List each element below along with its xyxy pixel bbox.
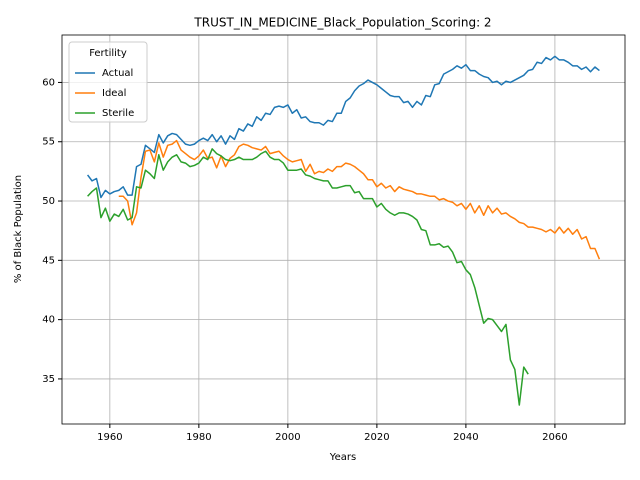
x-tick-label: 2060 bbox=[542, 432, 567, 443]
y-axis-label: % of Black Population bbox=[13, 175, 24, 283]
y-tick-label: 55 bbox=[42, 137, 55, 148]
x-tick-label: 1960 bbox=[97, 432, 122, 443]
plot-frame bbox=[61, 34, 626, 425]
series-line bbox=[87, 148, 529, 406]
series-line bbox=[86, 55, 600, 199]
legend-box bbox=[68, 41, 148, 123]
y-tick-label: 45 bbox=[42, 255, 55, 266]
y-tick-label: 60 bbox=[42, 77, 55, 88]
legend-label: Ideal bbox=[102, 88, 126, 99]
x-tick-label: 2020 bbox=[364, 432, 389, 443]
y-tick-label: 35 bbox=[42, 374, 55, 385]
x-axis-label: Years bbox=[329, 452, 356, 463]
y-tick-label: 40 bbox=[42, 315, 55, 326]
x-tick-label: 2000 bbox=[275, 432, 300, 443]
legend-label: Actual bbox=[102, 68, 133, 79]
chart-title: TRUST_IN_MEDICINE_Black_Population_Scori… bbox=[193, 16, 491, 30]
legend-label: Sterile bbox=[102, 108, 134, 119]
x-tick-label: 2040 bbox=[453, 432, 478, 443]
x-tick-label: 1980 bbox=[186, 432, 211, 443]
legend-title: Fertility bbox=[89, 48, 127, 59]
series-line bbox=[118, 139, 601, 260]
y-tick-label: 50 bbox=[42, 196, 55, 207]
